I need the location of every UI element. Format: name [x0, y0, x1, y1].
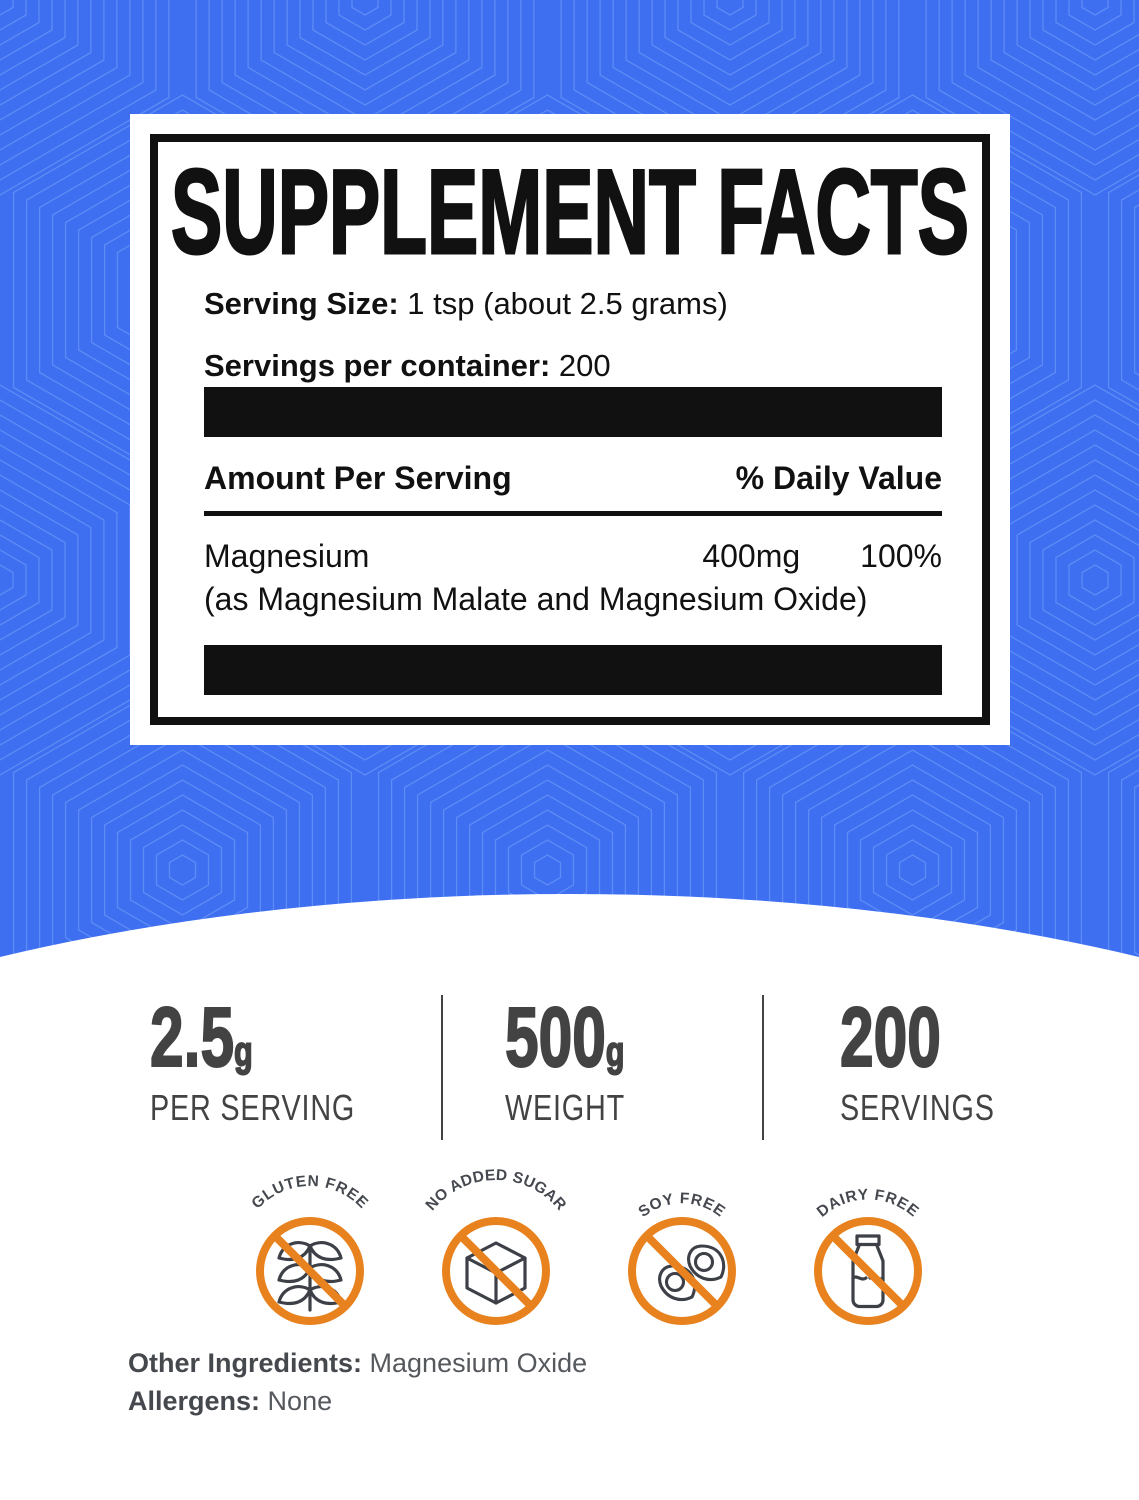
svg-text:SOY FREE: SOY FREE [635, 1190, 728, 1221]
svg-text:GLUTEN FREE: GLUTEN FREE [249, 1173, 372, 1212]
svg-text:DAIRY FREE: DAIRY FREE [814, 1186, 922, 1220]
svg-text:NO ADDED SUGAR: NO ADDED SUGAR [423, 1168, 570, 1214]
